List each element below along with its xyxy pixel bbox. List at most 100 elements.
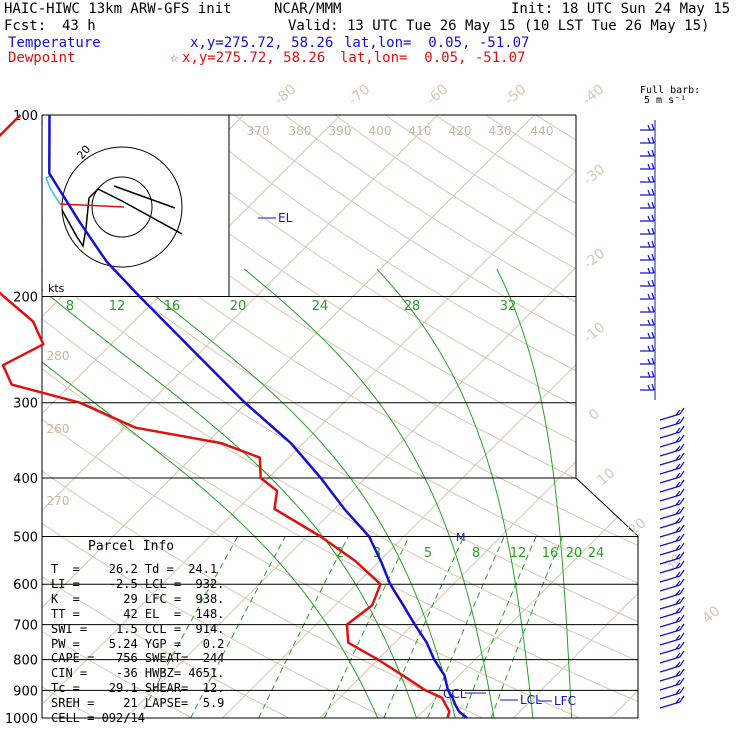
dry-adiabat-line bbox=[42, 115, 638, 718]
parcel-info-row: CIN = -36 HWBZ= 4651. bbox=[51, 666, 225, 681]
wind-barb-icon bbox=[640, 266, 655, 274]
isotherm-line bbox=[708, 115, 740, 718]
theta-label: 270 bbox=[47, 494, 70, 508]
wind-barb-icon bbox=[659, 479, 685, 493]
pressure-label: 500 bbox=[13, 530, 38, 545]
wind-barb-icon bbox=[640, 188, 655, 196]
dry-adiabat-line bbox=[42, 115, 638, 718]
temperature-tick-label: -50 bbox=[502, 81, 530, 108]
dewpoint-legend-label: Dewpoint bbox=[8, 50, 76, 66]
dewpoint-xy: x,y=275.72, 58.26 bbox=[182, 50, 326, 66]
wind-barb-icon bbox=[659, 659, 685, 673]
wind-barb-icon bbox=[659, 641, 685, 655]
temperature-tick-label: 20 bbox=[625, 515, 649, 539]
wind-barb-icon bbox=[640, 136, 655, 144]
mixing-ratio-label: 12 bbox=[109, 299, 126, 314]
isotherm-line bbox=[42, 115, 632, 718]
temperature-tick-label: 10 bbox=[594, 465, 618, 489]
temperature-tick-label: -10 bbox=[581, 319, 609, 346]
dewpoint-profile bbox=[0, 114, 451, 719]
init-time: Init: 18 UTC Sun 24 May 15 bbox=[511, 1, 731, 17]
valid-time: Valid: 13 UTC Tue 26 May 15 (10 LST Tue … bbox=[288, 18, 710, 34]
dry-adiabat-line bbox=[42, 115, 512, 718]
mixing-ratio-label: 20 bbox=[230, 299, 247, 314]
dry-adiabat-line bbox=[42, 115, 638, 718]
parcel-info-row: T = 26.2 Td = 24.1 bbox=[51, 562, 218, 576]
hodograph-shear-vector bbox=[113, 185, 176, 209]
hodograph-lowlevel-trace bbox=[59, 203, 125, 208]
pressure-label: 1000 bbox=[5, 712, 38, 727]
mixing-ratio-line bbox=[258, 536, 349, 718]
isotherm-line bbox=[222, 115, 638, 718]
wind-barb-icon bbox=[659, 605, 685, 619]
parcel-info-title: Parcel Info bbox=[88, 539, 175, 554]
wind-barb-icon bbox=[640, 344, 655, 352]
mixing-ratio-label: 5 bbox=[424, 546, 432, 561]
wind-barb-icon bbox=[659, 443, 685, 457]
parcel-info-row: TT = 42 EL = 148. bbox=[51, 606, 225, 621]
barb-key-line1: Full barb: bbox=[640, 85, 701, 96]
wind-barb-icon bbox=[640, 162, 655, 170]
pressure-label: 100 bbox=[13, 109, 38, 124]
wind-barb-icon bbox=[659, 695, 685, 709]
temperature-tick-label: -80 bbox=[272, 81, 300, 108]
isotherm-line bbox=[42, 115, 341, 718]
wind-barb-icon bbox=[640, 331, 655, 339]
wind-barb-icon bbox=[659, 614, 685, 628]
isotherm-line bbox=[319, 115, 638, 718]
wind-barb-icon bbox=[659, 434, 685, 448]
barb-key-line2: 5 m s⁻¹ bbox=[644, 95, 687, 106]
theta-label: 410 bbox=[409, 124, 432, 138]
wind-barb-icon bbox=[659, 488, 685, 502]
isotherm-line bbox=[513, 115, 638, 718]
lcl-label: LCL bbox=[520, 693, 542, 707]
parcel-info-row: PW = 5.24 YGP = 0.2 bbox=[51, 636, 225, 651]
organization: NCAR/MMM bbox=[274, 1, 342, 17]
forecast-hours: 43 h bbox=[62, 18, 96, 34]
temperature-tick-label: -60 bbox=[424, 81, 452, 108]
melting-level-label: M bbox=[456, 531, 466, 544]
moist-adiabat-line bbox=[376, 268, 534, 718]
pressure-label: 900 bbox=[13, 684, 38, 699]
wind-barb-icon bbox=[659, 533, 685, 547]
wind-barb-icon bbox=[640, 175, 655, 183]
wind-barb-icon bbox=[659, 677, 685, 691]
mixing-ratio-label: 24 bbox=[588, 546, 605, 561]
theta-label: 380 bbox=[289, 124, 312, 138]
ccl-label: CCL bbox=[443, 687, 467, 701]
pressure-label: 200 bbox=[13, 291, 38, 306]
wind-barb-icon bbox=[640, 227, 655, 235]
dewpoint-latlon: lat,lon= 0.05, -51.07 bbox=[340, 50, 526, 66]
dry-adiabat-line bbox=[395, 115, 638, 718]
temperature-tick-label: -70 bbox=[346, 81, 374, 108]
theta-label: 370 bbox=[247, 124, 270, 138]
dry-adiabat-line bbox=[200, 115, 638, 718]
wind-barb-icon bbox=[659, 416, 685, 430]
parcel-info-row: SWI = 1.5 CCL = 914. bbox=[51, 621, 225, 636]
wind-barb-icon bbox=[659, 407, 685, 421]
temperature-tick-label: -30 bbox=[581, 161, 609, 188]
isotherm-line bbox=[42, 115, 438, 718]
dry-adiabat-line bbox=[103, 115, 638, 718]
isotherm-line bbox=[610, 115, 638, 718]
wind-barb-icon bbox=[659, 668, 685, 682]
theta-label: 260 bbox=[47, 422, 70, 436]
wind-barb-icon bbox=[640, 201, 655, 209]
wind-barb-icon bbox=[640, 305, 655, 313]
pressure-label: 300 bbox=[13, 397, 38, 412]
wind-barb-icon bbox=[659, 452, 685, 466]
wind-barb-icon bbox=[659, 515, 685, 529]
forecast-label: Fcst: bbox=[4, 18, 47, 34]
temperature-tick-label: 40 bbox=[699, 603, 723, 627]
dry-adiabat-line bbox=[151, 115, 638, 718]
isotherm-line bbox=[416, 115, 638, 718]
wind-barb-icon bbox=[659, 578, 685, 592]
wind-barb-icon bbox=[659, 596, 685, 610]
wind-barb-icon bbox=[640, 279, 655, 287]
frame-corner bbox=[575, 477, 639, 537]
mixing-ratio-line bbox=[324, 536, 410, 718]
mixing-ratio-label: 8 bbox=[66, 299, 74, 314]
wind-barb-icon bbox=[659, 551, 685, 565]
